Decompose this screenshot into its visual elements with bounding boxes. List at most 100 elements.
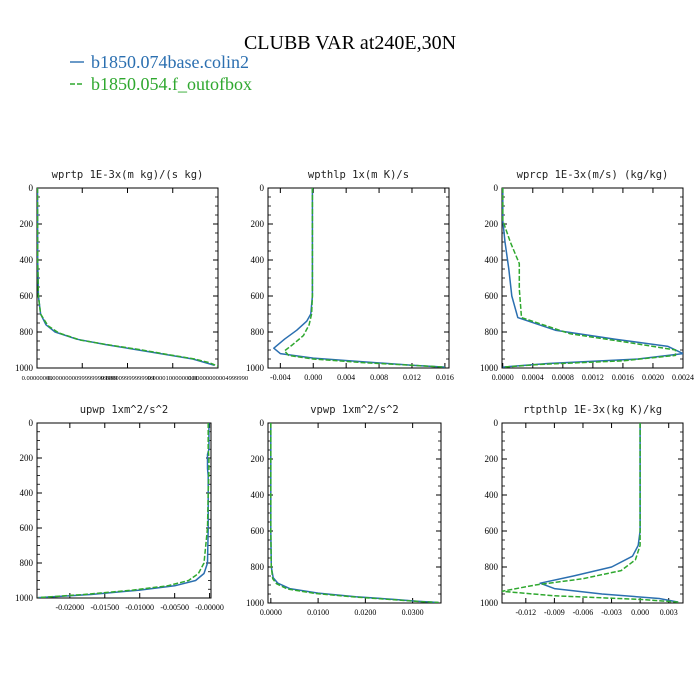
series-line-base	[37, 188, 215, 367]
x-tick-label: 0.008	[370, 373, 388, 382]
plot-frame	[36, 422, 212, 599]
x-tick-label: -0.00500	[160, 603, 189, 612]
series-line-outofbox	[283, 188, 445, 368]
plot-frame	[267, 187, 450, 369]
x-tick-label: -0.009	[544, 608, 565, 617]
x-tick-label: -0.003	[601, 608, 622, 617]
x-tick-label: 0.00000000	[22, 375, 53, 382]
y-tick-label: 1000	[480, 598, 499, 608]
y-tick-label: 0	[494, 418, 499, 428]
plot-frame	[36, 187, 219, 369]
x-tick-label: 0.000009999999999	[101, 375, 155, 382]
x-tick-label: 0.0024	[672, 373, 694, 382]
y-tick-label: 200	[485, 454, 499, 464]
y-tick-label: 200	[485, 219, 499, 229]
chart-panel: wpthlp 1x(m K)/s 0 200 400 600 800 1000 -0.004 0…	[246, 169, 454, 382]
x-tick-label: 0.0000	[492, 373, 514, 382]
chart-panel: vpwp 1xm^2/s^2 0 200 400 600 800 10000.0000 0.0…	[246, 404, 442, 617]
legend: b1850.074base.colin2 b1850.054.f_outofbo…	[70, 52, 252, 94]
y-tick-label: 200	[20, 453, 34, 463]
x-tick-label: 0.000	[304, 373, 322, 382]
series-line-base	[273, 188, 445, 368]
y-tick-label: 400	[485, 490, 499, 500]
y-tick-label: 400	[485, 255, 499, 265]
x-tick-label: 0.004	[337, 373, 355, 382]
series-line-outofbox	[502, 188, 677, 368]
x-tick-label: -0.006	[573, 608, 594, 617]
series-line-base	[38, 423, 210, 598]
y-tick-label: 1000	[15, 363, 34, 373]
chart-panel: wprcp 1E-3x(m/s) (kg/kg) 0 200 400 600 800 100…	[480, 169, 694, 382]
x-tick-label: -0.004	[270, 373, 291, 382]
y-tick-label: 1000	[246, 598, 265, 608]
x-tick-label: 0.003	[660, 608, 678, 617]
x-tick-label: 0.016	[436, 373, 454, 382]
y-tick-label: 800	[20, 327, 34, 337]
series-line-outofbox	[38, 423, 210, 598]
series-line-base	[502, 188, 683, 368]
x-tick-label: 0.00001000000001	[148, 375, 198, 382]
x-tick-label: -0.012	[515, 608, 536, 617]
legend-label-1: b1850.054.f_outofbox	[91, 74, 252, 94]
series-line-base	[270, 423, 439, 603]
y-tick-label: 600	[251, 291, 265, 301]
y-tick-label: 800	[20, 558, 34, 568]
x-tick-label: -0.02000	[56, 603, 85, 612]
panel-title: wprtp 1E-3x(m kg)/(s kg)	[52, 169, 204, 181]
series-line-outofbox	[37, 188, 218, 367]
y-tick-label: 600	[251, 526, 265, 536]
legend-label-0: b1850.074base.colin2	[91, 52, 249, 72]
chart-panel: upwp 1xm^2/s^202004006008001000-0.02000-…	[15, 404, 224, 612]
y-tick-label: 1000	[15, 593, 34, 603]
x-tick-label: 0.00000000999999999999	[47, 375, 117, 382]
y-tick-label: 800	[251, 562, 265, 572]
panels: wprtp 1E-3x(m kg)/(s kg) 0 200 400 600 800 100…	[15, 169, 694, 617]
x-tick-label: 0.000	[631, 608, 649, 617]
y-tick-label: 0	[260, 418, 265, 428]
y-tick-label: 800	[251, 327, 265, 337]
y-tick-label: 400	[20, 255, 34, 265]
y-tick-label: 400	[251, 255, 265, 265]
panel-title: wprcp 1E-3x(m/s) (kg/kg)	[517, 169, 669, 181]
x-tick-label: 0.012	[403, 373, 421, 382]
x-tick-label: 0.00000000004999990	[188, 375, 248, 382]
plot-frame	[267, 422, 442, 604]
chart-panel: rtpthlp 1E-3x(kg K)/kg 0 200 400 600 800 1000 -…	[480, 404, 684, 617]
panel-title: wpthlp 1x(m K)/s	[308, 169, 409, 181]
y-tick-label: 800	[485, 327, 499, 337]
x-tick-label: -0.01500	[90, 603, 119, 612]
figure-title: CLUBB VAR at240E,30N	[244, 32, 456, 54]
x-tick-label: -0.01000	[125, 603, 154, 612]
y-tick-label: 0	[260, 183, 265, 193]
x-tick-label: 0.0000	[260, 608, 282, 617]
series-line-outofbox	[270, 423, 439, 603]
y-tick-label: 0	[494, 183, 499, 193]
y-tick-label: 0	[29, 183, 34, 193]
y-tick-label: 600	[20, 291, 34, 301]
y-tick-label: 0	[29, 418, 34, 428]
panel-title: rtpthlp 1E-3x(kg K)/kg	[523, 404, 662, 416]
y-tick-label: 1000	[480, 363, 499, 373]
y-tick-label: 200	[20, 219, 34, 229]
y-tick-label: 200	[251, 219, 265, 229]
y-tick-label: 600	[485, 526, 499, 536]
series-line-outofbox	[502, 423, 679, 603]
x-tick-label: 0.0020	[642, 373, 664, 382]
y-tick-label: 600	[20, 523, 34, 533]
y-tick-label: 200	[251, 454, 265, 464]
y-tick-label: 600	[485, 291, 499, 301]
x-tick-label: -0.00000	[195, 603, 224, 612]
x-tick-label: 0.0008	[552, 373, 574, 382]
plot-frame	[501, 187, 684, 369]
chart-panel: wprtp 1E-3x(m kg)/(s kg) 0 200 400 600 800 100…	[15, 169, 248, 382]
x-tick-label: 0.0016	[612, 373, 634, 382]
y-tick-label: 800	[485, 562, 499, 572]
y-tick-label: 400	[251, 490, 265, 500]
x-tick-label: 0.0200	[354, 608, 376, 617]
x-tick-label: 0.0300	[402, 608, 424, 617]
series-line-base	[539, 423, 679, 603]
y-tick-label: 400	[20, 488, 34, 498]
panel-title: upwp 1xm^2/s^2	[80, 404, 169, 416]
x-tick-label: 0.0012	[582, 373, 604, 382]
